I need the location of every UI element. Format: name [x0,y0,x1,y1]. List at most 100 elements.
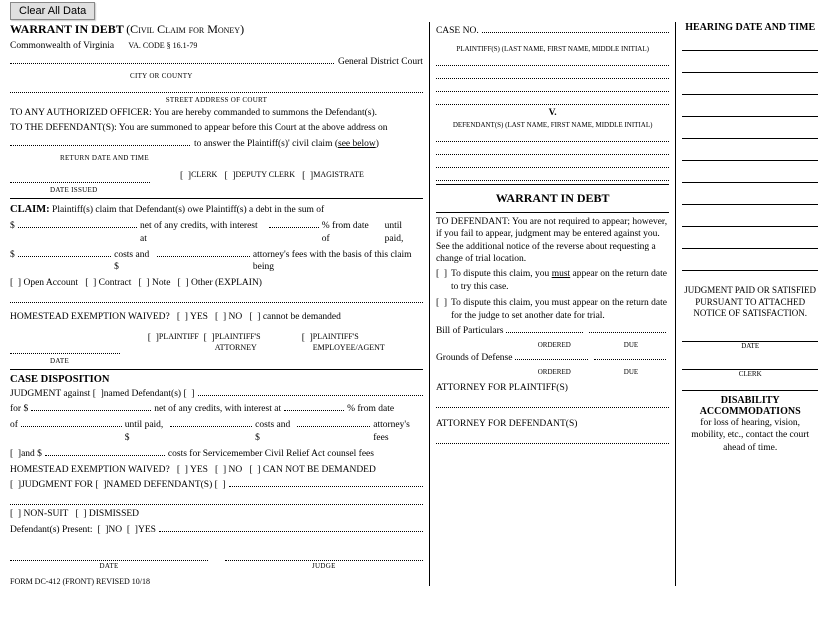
plaintiff-emp-checkbox[interactable]: [ ] [302,332,313,354]
judgment-date-input[interactable] [21,426,122,427]
versus-label: V. [436,108,669,118]
homestead-cannot-checkbox[interactable]: [ ] [249,312,262,322]
judgment-paid-text: JUDGMENT PAID OR SATISFIED PURSUANT TO A… [682,285,818,320]
satisfaction-clerk-label: CLERK [682,370,818,378]
date-issued-input[interactable] [10,170,150,183]
grounds-ordered-input[interactable] [515,359,587,360]
hearing-input-10[interactable] [682,237,818,249]
satisfaction-date-input[interactable] [682,330,818,342]
judgment-amount-input[interactable] [31,410,151,411]
disp-homestead-cannot-checkbox[interactable]: [ ] [249,465,262,475]
grounds-due-input[interactable] [594,359,666,360]
homestead-date-input[interactable] [10,332,120,354]
bill-due-input[interactable] [589,332,666,333]
atty-fees-input[interactable] [157,256,250,257]
dispute-2-text: To dispute this claim, you must appear o… [451,297,669,323]
defendant-input-1[interactable] [436,132,669,142]
deputy-clerk-checkbox[interactable]: [ ] [224,170,235,183]
hearing-input-1[interactable] [682,39,818,51]
def-present-input[interactable] [159,531,423,532]
note-checkbox[interactable]: [ ] [139,278,152,288]
plaintiff-atty-checkbox[interactable]: [ ] [204,332,215,354]
def-present-yes-checkbox[interactable]: [ ] [127,524,138,537]
hearing-input-8[interactable] [682,193,818,205]
hearing-title: HEARING DATE AND TIME [682,22,818,33]
dismissed-checkbox[interactable]: [ ] [75,509,88,519]
interest-rate-input[interactable] [269,227,319,228]
judgment-for-input2[interactable] [10,495,423,505]
clerk-checkbox[interactable]: [ ] [180,170,191,183]
street-address-input[interactable] [10,83,423,93]
bill-particulars-label: Bill of Particulars [436,325,504,338]
homestead-question: HOMESTEAD EXEMPTION WAIVED? [10,312,170,322]
judgment-against-input[interactable] [198,395,423,396]
case-no-input[interactable] [482,32,670,33]
judgment-atty-input[interactable] [297,426,370,427]
other-checkbox[interactable]: [ ] [178,278,191,288]
hearing-input-7[interactable] [682,171,818,183]
disp-homestead-yes-checkbox[interactable]: [ ] [177,465,190,475]
street-address-label: STREET ADDRESS OF COURT [10,96,423,104]
atty-plaintiff-input[interactable] [436,398,669,408]
homestead-yes-checkbox[interactable]: [ ] [177,312,190,322]
contract-checkbox[interactable]: [ ] [85,278,98,288]
named-def-for-checkbox2[interactable]: [ ] [215,479,226,492]
scra-amount-input[interactable] [45,455,165,456]
costs-input[interactable] [18,256,111,257]
plaintiff-input-3[interactable] [436,82,669,92]
return-date-input[interactable] [10,145,190,146]
atty-defendant-input[interactable] [436,434,669,444]
magistrate-checkbox[interactable]: [ ] [302,170,313,183]
scra-checkbox[interactable]: [ ] [10,448,21,461]
hearing-input-6[interactable] [682,149,818,161]
right-column: HEARING DATE AND TIME JUDGMENT PAID OR S… [676,22,818,586]
disp-homestead-no-checkbox[interactable]: [ ] [215,465,228,475]
judgment-costs-input[interactable] [170,426,253,427]
defendant-input-2[interactable] [436,145,669,155]
return-date-label: RETURN DATE AND TIME [10,154,423,162]
claim-amount-input[interactable] [18,227,137,228]
homestead-no-checkbox[interactable]: [ ] [215,312,228,322]
judgment-against-checkbox[interactable]: [ ] [93,388,104,401]
va-code: VA. CODE § 16.1-79 [128,41,197,50]
def-present-no-checkbox[interactable]: [ ] [97,524,108,537]
defendant-input-4[interactable] [436,171,669,181]
commonwealth-text: Commonwealth of Virginia [10,41,114,51]
plaintiff-input-1[interactable] [436,56,669,66]
judgment-interest-input[interactable] [284,410,344,411]
disability-title: DISABILITY ACCOMMODATIONS [682,395,818,417]
plaintiff-checkbox[interactable]: [ ] [148,332,159,354]
judge-input[interactable] [225,551,423,561]
satisfaction-clerk-input[interactable] [682,358,818,370]
named-def-checkbox[interactable]: [ ] [183,388,194,401]
hearing-input-3[interactable] [682,83,818,95]
plaintiff-input-4[interactable] [436,95,669,105]
title-subtitle: (Civil Claim for Money) [126,22,244,36]
plaintiff-input-2[interactable] [436,69,669,79]
hearing-input-9[interactable] [682,215,818,227]
dispute-1-text: To dispute this claim, you must appear o… [451,268,669,294]
named-def-for-checkbox[interactable]: [ ] [95,479,106,492]
disability-text: for loss of hearing, vision, mobility, e… [682,417,818,454]
hearing-input-4[interactable] [682,105,818,117]
hearing-input-5[interactable] [682,127,818,139]
defendant-input-3[interactable] [436,158,669,168]
form-title: WARRANT IN DEBT (Civil Claim for Money) [10,22,423,37]
dispute-1-checkbox[interactable]: [ ] [436,268,447,294]
judgment-for-input[interactable] [229,486,423,487]
hearing-input-11[interactable] [682,259,818,271]
nonsuit-checkbox[interactable]: [ ] [10,509,23,519]
disp-date-input[interactable] [10,551,208,561]
case-no-label: CASE NO. [436,25,479,38]
grounds-defense-label: Grounds of Defense [436,352,513,365]
judgment-for-checkbox[interactable]: [ ] [10,479,21,492]
hearing-input-2[interactable] [682,61,818,73]
officer-command: TO ANY AUTHORIZED OFFICER: You are hereb… [10,107,423,120]
dispute-2-checkbox[interactable]: [ ] [436,297,447,323]
clear-all-data-button[interactable]: Clear All Data [10,2,95,20]
explain-input[interactable] [10,293,423,303]
claim-heading: CLAIM: [10,204,50,215]
open-account-checkbox[interactable]: [ ] [10,278,23,288]
city-county-input[interactable] [10,63,334,64]
bill-ordered-input[interactable] [506,332,583,333]
